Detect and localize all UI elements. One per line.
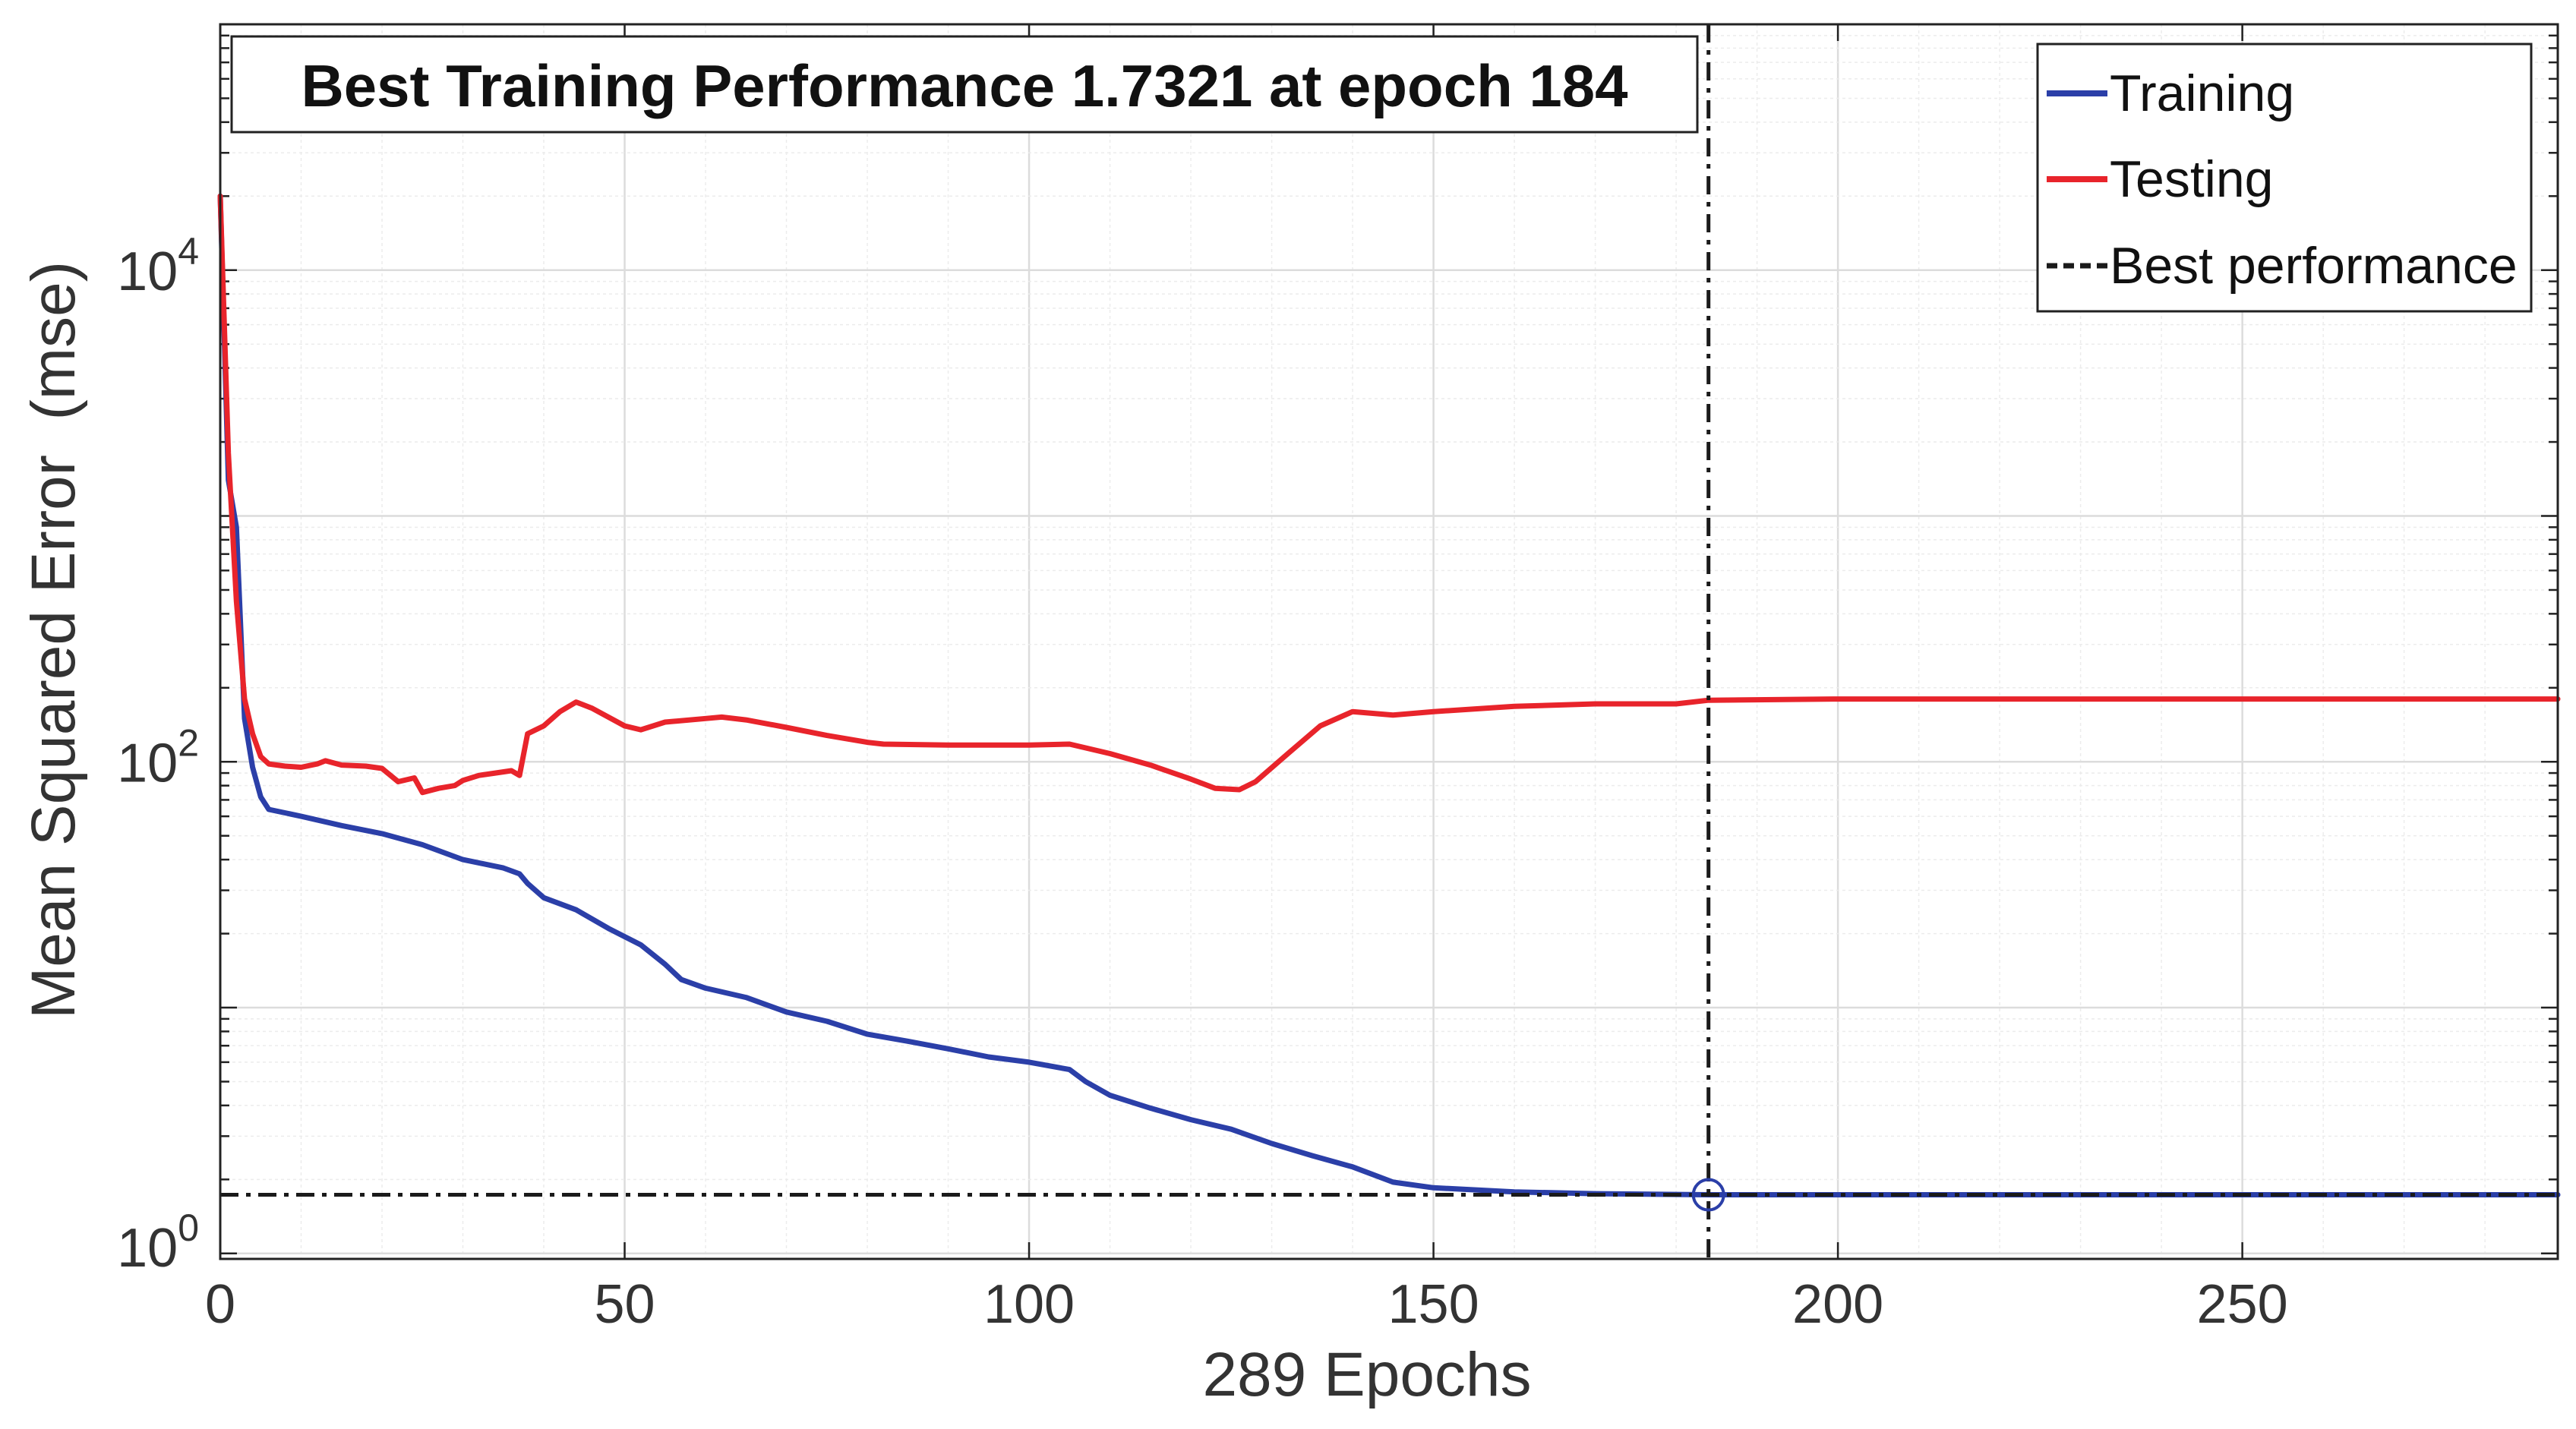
x-tick-label: 100 [983, 1274, 1075, 1335]
best-performance-marker [1691, 1178, 1725, 1212]
x-tick-label: 50 [594, 1274, 655, 1335]
plot-area-frame [219, 23, 2559, 1260]
x-tick-label: 0 [205, 1274, 235, 1335]
best-performance-markers [220, 24, 2558, 1259]
y-axis-label: Mean Squared Error (mse) [19, 261, 88, 1019]
series-line-testing [217, 193, 2561, 796]
y-tick-label: 100 [117, 1207, 199, 1279]
legend-label-training: Training [2110, 65, 2294, 122]
chart-title-box: Best Training Performance 1.7321 at epoc… [230, 35, 1699, 134]
x-tick-label: 200 [1792, 1274, 1883, 1335]
y-tick-labels: 100 102 104 [117, 230, 199, 1279]
legend-label-best: Best performance [2110, 237, 2518, 295]
y-tick-label: 104 [117, 230, 199, 302]
series-line-training [217, 193, 2561, 1197]
legend: Training Testing Best performance [2036, 43, 2533, 313]
x-tick-label: 150 [1388, 1274, 1479, 1335]
series-lines [217, 193, 2561, 1197]
chart-title: Best Training Performance 1.7321 at epoc… [301, 52, 1627, 119]
x-tick-label: 250 [2197, 1274, 2288, 1335]
x-tick-labels: 0 50 100 150 200 250 [205, 1274, 2288, 1335]
legend-label-testing: Testing [2110, 150, 2273, 208]
y-tick-label: 102 [117, 721, 199, 793]
x-axis-label: 289 Epochs [1202, 1340, 1531, 1409]
